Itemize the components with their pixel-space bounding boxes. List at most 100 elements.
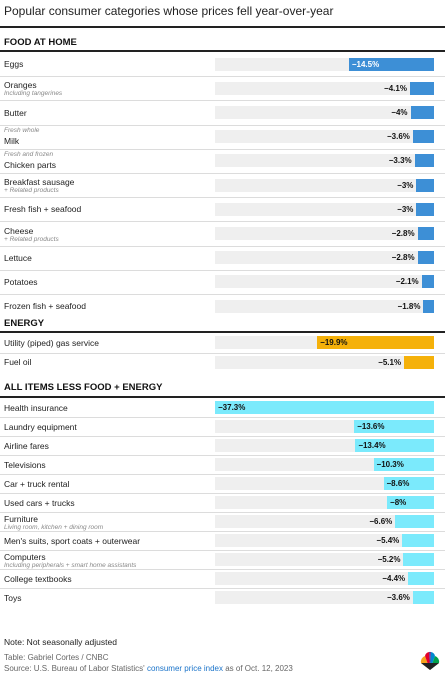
value-label: −4% <box>391 108 408 117</box>
bar-track <box>215 553 434 566</box>
value-label: −1.8% <box>397 301 421 311</box>
row-label: College textbooks <box>4 573 72 584</box>
bar-track <box>215 299 434 313</box>
bar-track <box>215 81 434 95</box>
row-separator <box>0 76 445 78</box>
bar <box>395 515 434 528</box>
bar <box>403 553 434 566</box>
bar-track <box>215 106 434 119</box>
bar <box>317 336 434 350</box>
top-rule <box>0 26 445 28</box>
value-label: −3.3% <box>388 156 412 166</box>
row-separator <box>0 269 445 271</box>
value-label: −5.1% <box>378 357 402 367</box>
bar <box>215 401 434 414</box>
row-label: Used cars + trucks <box>4 497 75 508</box>
section-rule <box>0 396 445 398</box>
row-label: Car + truck rental <box>4 478 70 489</box>
row-separator <box>0 221 445 223</box>
row-label: Health insurance <box>4 402 68 413</box>
row-label: Milk <box>4 135 20 146</box>
value-label: −3% <box>397 180 414 190</box>
bar <box>417 227 434 240</box>
row-separator <box>0 550 445 551</box>
bar <box>354 420 434 433</box>
row-separator <box>0 294 445 295</box>
row-label: Potatoes <box>4 276 38 287</box>
row-separator <box>0 588 445 589</box>
row-label: Televisions <box>4 459 46 470</box>
value-label: −10.3% <box>376 460 404 469</box>
value-label: −13.4% <box>358 441 386 450</box>
row-label: Furniture <box>4 513 39 524</box>
value-label: −5.2% <box>377 555 401 564</box>
bar <box>408 572 434 585</box>
section-rule <box>0 331 445 333</box>
value-label: −2.8% <box>391 253 415 263</box>
value-label: −6.6% <box>369 517 393 526</box>
source-prefix: Source: U.S. Bureau of Labor Statistics' <box>4 664 145 673</box>
bar-track <box>215 178 434 192</box>
bar-track <box>215 591 434 604</box>
row-note: Including peripherals + smart home assis… <box>4 561 137 569</box>
row-separator <box>0 100 445 102</box>
row-label: Fuel oil <box>4 357 32 368</box>
value-label: −4.1% <box>384 83 407 93</box>
bar <box>402 534 434 547</box>
value-label: −14.5% <box>351 59 380 69</box>
bar-track <box>215 251 434 265</box>
row-separator <box>0 531 445 532</box>
bar-track <box>215 572 434 585</box>
row-label: Frozen fish + seafood <box>4 301 86 312</box>
bar <box>409 81 434 95</box>
row-separator <box>0 352 445 354</box>
row-note: + Related products <box>4 235 59 243</box>
bar <box>416 202 434 216</box>
row-label: Men's suits, sport coats + outerwear <box>4 535 141 546</box>
bar-track <box>215 496 434 509</box>
source-link[interactable]: consumer price index <box>146 664 223 673</box>
value-label: −13.6% <box>357 422 385 431</box>
bar-track <box>215 515 434 528</box>
row-separator <box>0 436 445 437</box>
row-separator <box>0 474 445 475</box>
value-label: −8% <box>390 498 407 507</box>
row-separator <box>0 148 445 150</box>
bar <box>410 106 434 119</box>
footnote: Note: Not seasonally adjusted <box>4 637 117 647</box>
row-label: Eggs <box>4 59 24 70</box>
row-label: Butter <box>4 107 27 118</box>
value-label: −3.6% <box>386 132 410 142</box>
row-label: Oranges <box>4 80 37 91</box>
bar <box>421 275 434 289</box>
row-label: Breakfast sausage <box>4 177 75 188</box>
row-separator <box>0 512 445 513</box>
row-separator <box>0 197 445 199</box>
value-label: −4.4% <box>382 574 406 583</box>
row-label: Chicken parts <box>4 159 56 170</box>
row-label: Fresh fish + seafood <box>4 204 82 215</box>
value-label: −2.8% <box>391 229 415 238</box>
section-header: ALL ITEMS LESS FOOD + ENERGY <box>4 382 163 393</box>
value-label: −19.9% <box>320 338 348 348</box>
section-rule <box>0 50 445 52</box>
row-separator <box>0 569 445 570</box>
table-credit: Table: Gabriel Cortes / CNBC <box>4 653 109 662</box>
bar-track <box>215 202 434 216</box>
row-label: Toys <box>4 592 22 603</box>
cnbc-peacock-logo <box>420 651 440 670</box>
bar-track <box>215 355 434 369</box>
section-header: ENERGY <box>4 318 45 329</box>
bar <box>404 355 434 369</box>
row-separator <box>0 173 445 174</box>
value-label: −5.4% <box>376 536 400 545</box>
source-line: Source: U.S. Bureau of Labor Statistics'… <box>4 664 293 673</box>
row-note: Including tangerines <box>4 90 63 98</box>
bar-track <box>215 275 434 289</box>
bar-track <box>215 154 434 168</box>
row-separator <box>0 245 445 247</box>
bar <box>383 477 434 490</box>
row-label: Airline fares <box>4 440 49 451</box>
value-label: −2.1% <box>395 277 419 287</box>
